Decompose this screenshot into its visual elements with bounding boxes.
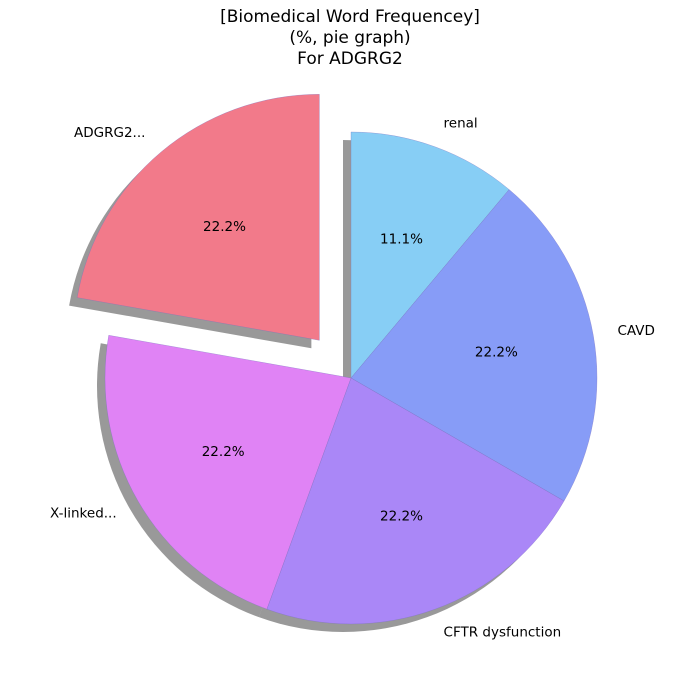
chart-title-line-3: For ADGRG2	[297, 49, 403, 69]
chart-title: [Biomedical Word Frequencey] (%, pie gra…	[220, 7, 480, 69]
pie-slice-cftr-dysfunction	[266, 377, 565, 625]
percent-label-adgrg2: 22.2%	[203, 219, 246, 235]
pie-slices	[76, 94, 598, 625]
pie-slice-x-linked	[104, 334, 352, 610]
percent-label-cavd: 22.2%	[475, 344, 518, 360]
pie-slice-adgrg2	[76, 94, 320, 341]
percent-label-cftr-dysfunction: 22.2%	[380, 509, 423, 525]
slice-label-cftr-dysfunction: CFTR dysfunction	[444, 624, 562, 640]
chart-title-line-1: [Biomedical Word Frequencey]	[220, 7, 480, 27]
chart-title-line-2: (%, pie graph)	[289, 28, 410, 48]
slice-labels: renal CAVD CFTR dysfunction X-linked... ADGR…	[50, 116, 655, 641]
pie-slice-cavd	[350, 189, 598, 502]
slice-label-adgrg2: ADGRG2...	[74, 125, 145, 141]
slice-label-renal: renal	[444, 116, 478, 132]
percent-label-x-linked: 22.2%	[202, 444, 245, 460]
slice-label-x-linked: X-linked...	[50, 505, 117, 521]
slice-label-cavd: CAVD	[617, 323, 654, 339]
pie-slice-renal	[350, 131, 510, 379]
percent-label-renal: 11.1%	[380, 231, 423, 247]
percent-labels: 11.1% 22.2% 22.2% 22.2% 22.2%	[202, 219, 518, 524]
